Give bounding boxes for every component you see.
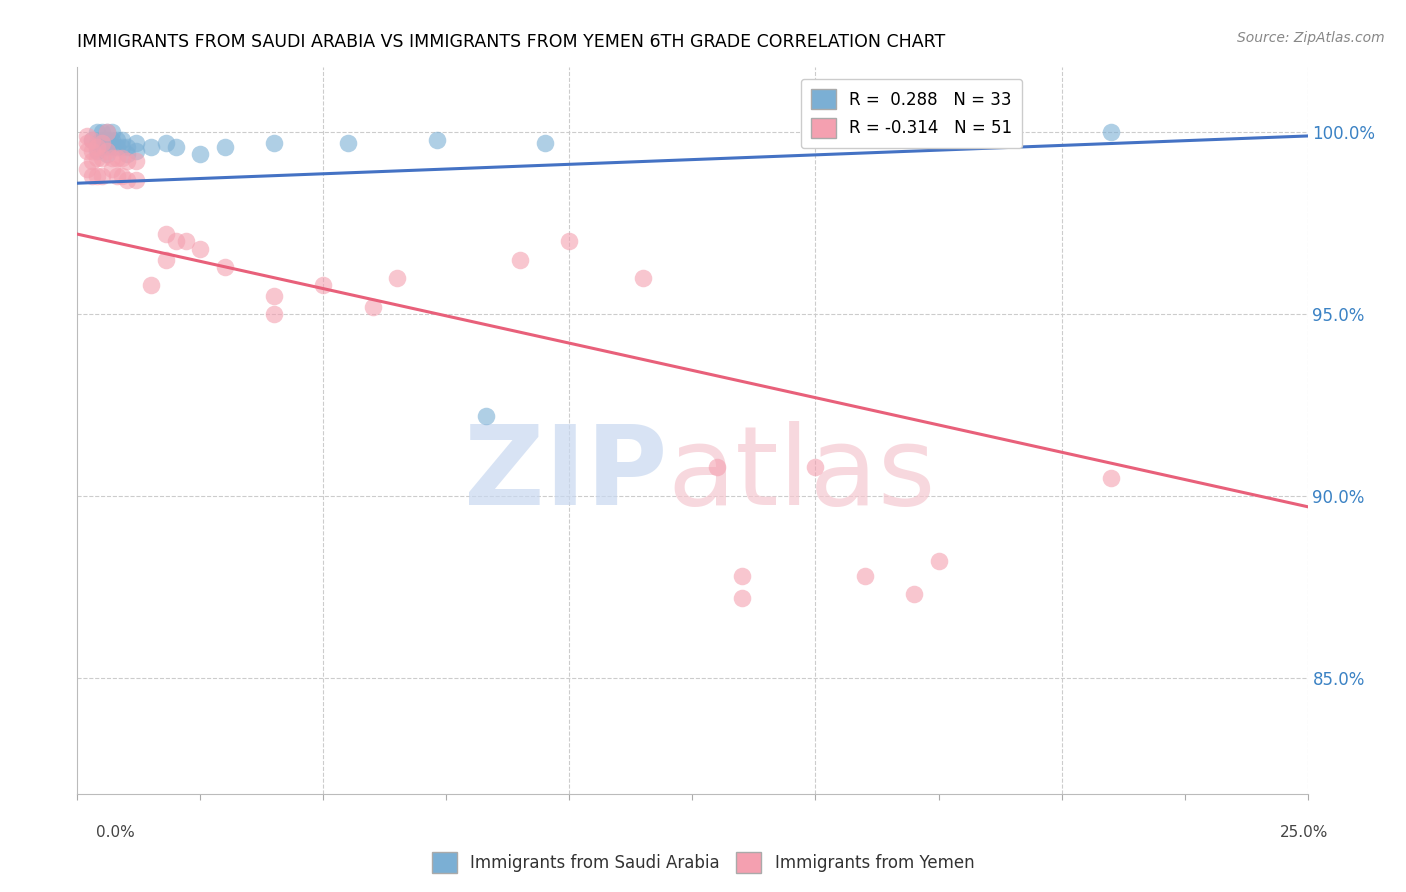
Point [188,147,212,161]
Legend: R =  0.288   N = 33, R = -0.314   N = 51: R = 0.288 N = 33, R = -0.314 N = 51 [801,78,1022,148]
Point [731,568,754,582]
Point [534,136,557,151]
Point [105,132,128,146]
Point [731,591,754,605]
Point [125,154,148,169]
Point [96,140,118,154]
Text: ZIP: ZIP [464,420,668,527]
Point [312,278,335,293]
Point [115,147,138,161]
Point [111,132,132,146]
Point [263,307,285,321]
Point [96,132,118,146]
Point [105,169,128,183]
Point [82,154,104,169]
Point [90,151,114,165]
Point [82,132,104,146]
Point [804,459,827,474]
Point [385,270,409,285]
Point [125,172,148,186]
Point [111,140,132,154]
Point [125,144,148,158]
Point [90,136,114,151]
Point [115,154,138,169]
Point [90,169,114,183]
Point [96,125,118,139]
Point [101,161,124,176]
Point [86,144,108,158]
Point [90,125,114,139]
Point [115,140,138,154]
Point [214,260,236,274]
Point [475,409,498,423]
Point [165,235,187,249]
Point [706,459,728,474]
Point [101,125,124,139]
Point [188,242,212,256]
Point [111,169,132,183]
Point [125,136,148,151]
Point [101,151,124,165]
Text: 25.0%: 25.0% [1281,825,1329,840]
Point [263,136,285,151]
Point [86,136,108,151]
Point [928,554,950,568]
Point [115,172,138,186]
Point [96,144,118,158]
Text: Source: ZipAtlas.com: Source: ZipAtlas.com [1237,31,1385,45]
Legend: Immigrants from Saudi Arabia, Immigrants from Yemen: Immigrants from Saudi Arabia, Immigrants… [425,846,981,880]
Point [141,278,163,293]
Point [509,252,531,267]
Point [263,289,285,303]
Text: atlas: atlas [668,420,936,527]
Point [86,169,108,183]
Point [1099,470,1122,484]
Point [82,144,104,158]
Point [76,136,98,151]
Point [155,136,177,151]
Text: IMMIGRANTS FROM SAUDI ARABIA VS IMMIGRANTS FROM YEMEN 6TH GRADE CORRELATION CHAR: IMMIGRANTS FROM SAUDI ARABIA VS IMMIGRAN… [77,34,946,52]
Point [214,140,236,154]
Point [337,136,360,151]
Point [1099,125,1122,139]
Point [105,140,128,154]
Point [76,161,98,176]
Point [903,587,925,601]
Point [361,300,384,314]
Point [165,140,187,154]
Point [76,144,98,158]
Point [90,140,114,154]
Point [82,132,104,146]
Point [633,270,655,285]
Point [82,169,104,183]
Point [558,235,581,249]
Point [101,140,124,154]
Point [86,140,108,154]
Point [105,151,128,165]
Point [111,151,132,165]
Point [101,132,124,146]
Point [86,125,108,139]
Point [141,140,163,154]
Point [426,132,449,146]
Point [174,235,197,249]
Point [96,125,118,139]
Point [155,252,177,267]
Point [155,227,177,241]
Point [86,151,108,165]
Point [853,568,876,582]
Point [76,128,98,143]
Point [96,147,118,161]
Point [90,132,114,146]
Text: 0.0%: 0.0% [96,825,135,840]
